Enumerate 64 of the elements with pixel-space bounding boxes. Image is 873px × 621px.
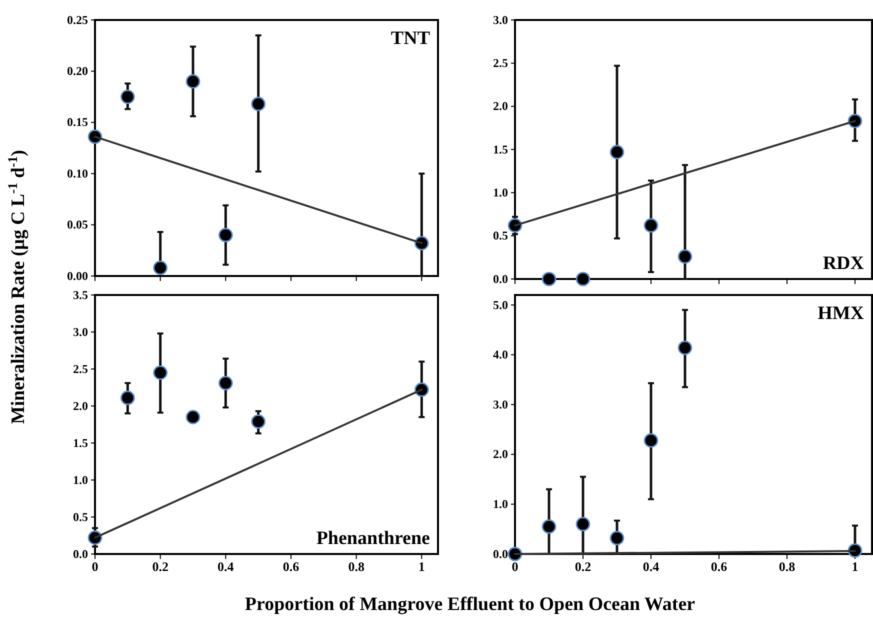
x-tick-label: 1	[418, 559, 425, 574]
x-tick-label: 0.4	[642, 559, 660, 574]
point	[153, 366, 168, 380]
y-tick-label: 2.0	[493, 99, 508, 114]
y-tick-label: 2.5	[493, 56, 508, 70]
y-tick-label: 1.5	[73, 436, 88, 450]
point	[576, 516, 590, 532]
point	[542, 519, 556, 534]
y-tick-label: 4.0	[493, 348, 508, 362]
point	[610, 530, 624, 546]
point	[186, 74, 200, 89]
text: Phenanthrene	[316, 528, 430, 549]
x-tick-label: 0	[512, 559, 518, 574]
point	[251, 414, 266, 429]
y-tick-label: 0.00	[67, 268, 88, 283]
y-tick-label: 0.10	[67, 166, 88, 180]
x-tick-label: 0.2	[574, 559, 592, 574]
y-tick-label: 2.5	[73, 362, 88, 376]
point	[186, 410, 200, 424]
y-tick-label: 0.20	[67, 64, 88, 78]
y-tick-label: 0.05	[67, 218, 88, 232]
point	[576, 272, 590, 286]
x-tick-label: 0.6	[282, 559, 300, 574]
y-tick-label: 0.5	[493, 228, 508, 243]
x-tick-label: 0.8	[778, 559, 796, 574]
y-tick-label: 2.0	[73, 398, 88, 413]
chart-title: HMX	[818, 303, 864, 324]
point	[644, 433, 658, 448]
point	[153, 260, 168, 275]
y-tick-label: 0.25	[67, 12, 88, 27]
y-tick-label: 2.0	[493, 447, 508, 462]
chart-title: TNT	[390, 28, 430, 49]
point	[120, 390, 135, 406]
x-tick-label: 0.2	[152, 559, 168, 574]
x-tick-label: 0	[92, 559, 98, 574]
y-tick-label: 5.0	[493, 298, 508, 312]
point	[610, 144, 624, 160]
x-tick-label: 0.4	[218, 559, 234, 574]
point	[678, 249, 692, 264]
y-tick-label: 3.5	[73, 288, 88, 302]
point	[542, 272, 556, 286]
y-tick-label: 1.0	[493, 186, 508, 200]
y-tick-label: 1.5	[493, 142, 508, 156]
y-tick-label: 1.0	[73, 472, 88, 487]
y-tick-label: 0.0	[493, 546, 508, 561]
x-tick-label: 0.8	[348, 559, 365, 574]
point	[251, 96, 266, 112]
y-tick-label: 0.5	[73, 510, 88, 524]
y-tick-label: 3.0	[73, 324, 88, 339]
point	[218, 228, 233, 242]
y-tick-label: 1.0	[493, 497, 508, 512]
y-tick-label: 0.0	[493, 272, 508, 286]
text: RDX	[822, 253, 864, 274]
y-tick-label: 3.0	[493, 397, 508, 412]
y-tick-label: 3.0	[493, 12, 508, 27]
point	[678, 340, 692, 355]
point	[218, 376, 233, 390]
point	[644, 218, 658, 233]
x-tick-label: 1	[852, 559, 858, 574]
x-tick-label: 0.6	[710, 559, 728, 574]
y-tick-label: 0.15	[67, 115, 88, 130]
point	[120, 90, 135, 104]
x-axis-title: Proportion of Mangrove Effluent to Open Ocean Water	[244, 594, 696, 615]
y-tick-label: 0.0	[73, 546, 88, 561]
